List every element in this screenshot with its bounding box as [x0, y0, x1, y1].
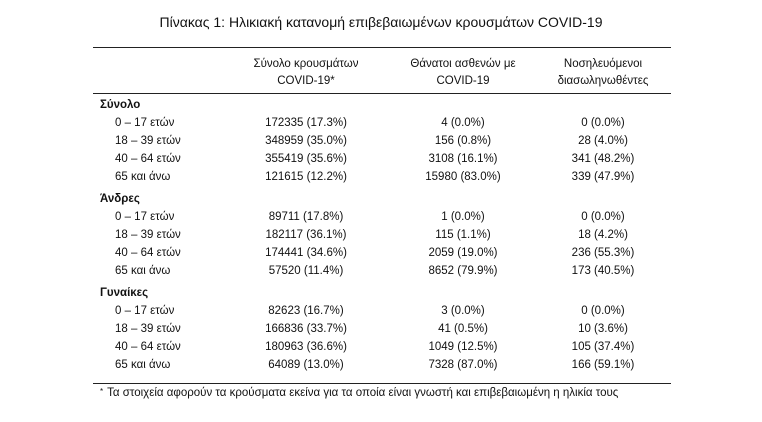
age-cell: 0 – 17 ετών [115, 117, 175, 129]
cases-cell: 180963 (36.6%) [265, 341, 347, 353]
cases-cell: 182117 (36.1%) [265, 229, 347, 241]
intubated-cell: 105 (37.4%) [571, 341, 635, 353]
deaths-cell: 41 (0.5%) [438, 323, 488, 335]
column-header-deaths-line2: COVID-19 [436, 75, 490, 87]
age-cell: 40 – 64 ετών [115, 247, 181, 259]
intubated-cell: 18 (4.2%) [578, 229, 628, 241]
bottom-rule [93, 383, 671, 384]
deaths-cell: 115 (1.1%) [435, 229, 491, 241]
cases-cell: 355419 (35.6%) [265, 153, 347, 165]
intubated-cell: 28 (4.0%) [578, 135, 628, 147]
table-row: 18 – 39 ετών 348959 (35.0%) 156 (0.8%) 2… [93, 132, 671, 150]
age-cell: 40 – 64 ετών [115, 153, 181, 165]
table-body: Σύνολο 0 – 17 ετών 172335 (17.3%) 4 (0.0… [93, 96, 671, 374]
intubated-cell: 0 (0.0%) [581, 211, 625, 223]
intubated-cell: 341 (48.2%) [571, 153, 635, 165]
intubated-cell: 0 (0.0%) [581, 305, 625, 317]
group-title: Άνδρες [100, 193, 140, 205]
deaths-cell: 4 (0.0%) [441, 117, 485, 129]
table-row: 0 – 17 ετών 89711 (17.8%) 1 (0.0%) 0 (0.… [93, 208, 671, 226]
cases-cell: 166836 (33.7%) [265, 323, 347, 335]
age-cell: 65 και άνω [115, 359, 171, 371]
deaths-cell: 156 (0.8%) [434, 135, 492, 147]
intubated-cell: 166 (59.1%) [571, 359, 635, 371]
column-header-intubated-line2: διασωληνωθέντες [557, 75, 649, 87]
group-title: Σύνολο [100, 99, 141, 111]
age-cell: 0 – 17 ετών [115, 305, 175, 317]
cases-cell: 57520 (11.4%) [268, 265, 344, 277]
deaths-cell: 2059 (19.0%) [428, 247, 498, 259]
cases-cell: 348959 (35.0%) [265, 135, 347, 147]
intubated-cell: 236 (55.3%) [571, 247, 635, 259]
deaths-cell: 1 (0.0%) [441, 211, 485, 223]
cases-cell: 82623 (16.7%) [268, 305, 344, 317]
column-header-intubated: Νοσηλευόμενοι διασωληνωθέντες [538, 56, 668, 90]
group-total: Σύνολο 0 – 17 ετών 172335 (17.3%) 4 (0.0… [93, 96, 671, 186]
table-row: 0 – 17 ετών 82623 (16.7%) 3 (0.0%) 0 (0.… [93, 302, 671, 320]
age-cell: 0 – 17 ετών [115, 211, 175, 223]
column-header-intubated-line1: Νοσηλευόμενοι [563, 58, 643, 70]
footnote-marker: * [100, 387, 104, 396]
table-row: 0 – 17 ετών 172335 (17.3%) 4 (0.0%) 0 (0… [93, 114, 671, 132]
deaths-cell: 8652 (79.9%) [428, 265, 498, 277]
intubated-cell: 0 (0.0%) [581, 117, 625, 129]
header-rule [93, 93, 671, 94]
table-row: 40 – 64 ετών 174441 (34.6%) 2059 (19.0%)… [93, 244, 671, 262]
cases-cell: 172335 (17.3%) [265, 117, 347, 129]
age-cell: 18 – 39 ετών [115, 323, 181, 335]
table-row: 40 – 64 ετών 355419 (35.6%) 3108 (16.1%)… [93, 150, 671, 168]
deaths-cell: 15980 (83.0%) [425, 171, 501, 183]
column-header-cases-line1: Σύνολο κρουσμάτων [253, 58, 359, 70]
column-header-cases: Σύνολο κρουσμάτων COVID-19* [246, 56, 366, 90]
deaths-cell: 1049 (12.5%) [428, 341, 498, 353]
table-row: 18 – 39 ετών 166836 (33.7%) 41 (0.5%) 10… [93, 320, 671, 338]
age-cell: 18 – 39 ετών [115, 229, 181, 241]
top-rule [93, 47, 671, 48]
table-row: 65 και άνω 121615 (12.2%) 15980 (83.0%) … [93, 168, 671, 186]
group-men: Άνδρες 0 – 17 ετών 89711 (17.8%) 1 (0.0%… [93, 190, 671, 280]
cases-cell: 89711 (17.8%) [268, 211, 344, 223]
footnote-text: Τα στοιχεία αφορούν τα κρούσματα εκείνα … [107, 387, 619, 399]
column-header-deaths-line1: Θάνατοι ασθενών με [410, 58, 516, 70]
table-row: 65 και άνω 57520 (11.4%) 8652 (79.9%) 17… [93, 262, 671, 280]
age-cell: 65 και άνω [115, 265, 171, 277]
cases-cell: 64089 (13.0%) [268, 359, 344, 371]
deaths-cell: 3108 (16.1%) [428, 153, 498, 165]
group-title: Γυναίκες [100, 287, 149, 299]
age-cell: 18 – 39 ετών [115, 135, 181, 147]
intubated-cell: 10 (3.6%) [578, 323, 628, 335]
age-cell: 40 – 64 ετών [115, 341, 181, 353]
table-row: 18 – 39 ετών 182117 (36.1%) 115 (1.1%) 1… [93, 226, 671, 244]
table-row: 65 και άνω 64089 (13.0%) 7328 (87.0%) 16… [93, 356, 671, 374]
deaths-cell: 7328 (87.0%) [428, 359, 498, 371]
group-women: Γυναίκες 0 – 17 ετών 82623 (16.7%) 3 (0.… [93, 284, 671, 374]
age-cell: 65 και άνω [115, 171, 171, 183]
table-title: Πίνακας 1: Ηλικιακή κατανομή επιβεβαιωμέ… [159, 14, 603, 30]
intubated-cell: 339 (47.9%) [571, 171, 635, 183]
column-header-deaths: Θάνατοι ασθενών με COVID-19 [388, 56, 538, 90]
cases-cell: 121615 (12.2%) [265, 171, 347, 183]
deaths-cell: 3 (0.0%) [441, 305, 485, 317]
cases-cell: 174441 (34.6%) [265, 247, 347, 259]
table-row: 40 – 64 ετών 180963 (36.6%) 1049 (12.5%)… [93, 338, 671, 356]
intubated-cell: 173 (40.5%) [571, 265, 635, 277]
footnote: * Τα στοιχεία αφορούν τα κρούσματα εκείνα… [100, 387, 618, 399]
column-header-cases-line2: COVID-19* [277, 75, 335, 87]
